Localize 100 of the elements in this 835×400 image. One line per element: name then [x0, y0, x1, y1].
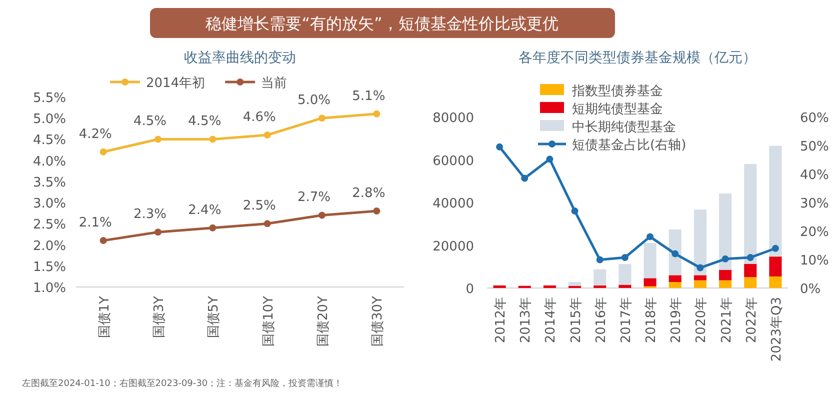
- bar: [618, 284, 632, 288]
- point: [209, 136, 216, 143]
- y-tick-label: 0: [466, 282, 474, 297]
- point: [318, 114, 326, 122]
- y2-tick-label: 30%: [800, 196, 829, 212]
- x-tick-label: 国债20Y: [316, 296, 331, 346]
- bar: [694, 280, 706, 288]
- x-tick-label: 国债10Y: [261, 296, 276, 346]
- data-label: 4.6%: [242, 110, 276, 125]
- x-tick-label: 2022年: [744, 297, 760, 344]
- y-tick-label: 4.0%: [32, 154, 66, 170]
- text: 左图截至2024-01-10；右图截至2023-09-30；注：基金有风险，投资需谨慎！: [22, 378, 343, 389]
- bar: [493, 285, 506, 288]
- point: [154, 228, 162, 236]
- x-tick-label: 2013年: [518, 297, 534, 344]
- y-tick-label: 4.5%: [32, 133, 66, 148]
- bar: [618, 264, 632, 285]
- data-label: 2.1%: [78, 216, 112, 231]
- x-tick-label: 2023年Q3: [769, 297, 784, 362]
- bar: [543, 285, 556, 288]
- point: [621, 254, 628, 262]
- x-tick-label: 2016年: [594, 297, 609, 344]
- point: [571, 208, 578, 215]
- x-tick-label: 国债1Y: [97, 296, 112, 338]
- bar: [744, 277, 757, 288]
- data-label: 2.8%: [352, 186, 386, 201]
- x-tick-label: 2020年: [694, 297, 710, 344]
- y-tick-label: 80000: [432, 111, 474, 126]
- legend-label: 短债基金占比(右轴): [572, 138, 686, 153]
- point: [264, 220, 271, 228]
- x-tick-label: 国债3Y: [152, 296, 167, 338]
- chart-title: 各年度不同类型债券基金规模（亿元）: [518, 50, 756, 66]
- x-tick-label: 2012年: [494, 297, 509, 344]
- bar: [594, 269, 606, 286]
- legend-label: 指数型债券基金: [571, 84, 663, 99]
- point: [373, 208, 380, 214]
- y2-tick-label: 50%: [800, 140, 829, 154]
- y-tick-label: 40000: [432, 196, 474, 212]
- point: [672, 250, 679, 258]
- point: [722, 255, 729, 262]
- x-tick-label: 国债5Y: [206, 296, 222, 338]
- y-tick-label: 3.5%: [32, 175, 66, 190]
- y2-tick-label: 60%: [800, 111, 829, 126]
- data-label: 5.1%: [352, 88, 386, 104]
- x-tick-label: 2019年: [669, 297, 684, 344]
- y-tick-label: 60000: [432, 154, 474, 169]
- y2-tick-label: 10%: [800, 254, 829, 268]
- data-label: 2.3%: [133, 207, 167, 222]
- point: [772, 244, 779, 252]
- point: [100, 148, 107, 156]
- y2-tick-label: 0%: [800, 282, 821, 297]
- bar: [769, 146, 782, 257]
- bar: [668, 275, 682, 282]
- bar: [769, 276, 782, 288]
- point: [373, 110, 380, 118]
- bar: [668, 282, 682, 288]
- legend-label: 中长期纯债型基金: [572, 120, 676, 135]
- legend-label: 2014年初: [146, 76, 206, 91]
- point: [546, 156, 554, 163]
- y-tick-label: 1.0%: [32, 281, 66, 296]
- point: [318, 212, 326, 219]
- x-tick-label: 2017年: [618, 297, 634, 344]
- legend-label: 短期纯债型基金: [572, 102, 663, 117]
- bar: [568, 282, 582, 286]
- y2-tick-label: 20%: [800, 225, 829, 240]
- x-tick-label: 2014年: [544, 297, 559, 344]
- y-tick-label: 5.0%: [32, 112, 66, 128]
- bar: [644, 278, 656, 286]
- x-tick-label: 2015年: [568, 297, 584, 344]
- x-tick-label: 2021年: [719, 297, 734, 344]
- y2-tick-label: 40%: [800, 168, 829, 183]
- point: [100, 237, 107, 244]
- bar: [744, 264, 757, 278]
- y-tick-label: 20000: [432, 239, 474, 254]
- data-label: 2.5%: [242, 198, 276, 214]
- bar: [719, 194, 732, 270]
- point: [521, 174, 528, 182]
- data-label: 4.5%: [188, 114, 222, 130]
- chart-title: 稳健增长需要“有的放矢”，短债基金性价比或更优: [206, 14, 558, 33]
- y-tick-label: 2.0%: [32, 238, 66, 254]
- data-label: 4.2%: [78, 126, 112, 142]
- bar: [719, 280, 732, 288]
- chart-subtitle: 收益率曲线的变动: [184, 50, 296, 66]
- y-tick-label: 1.5%: [32, 260, 66, 275]
- point: [264, 132, 271, 138]
- bar: [644, 243, 656, 278]
- data-label: 2.7%: [297, 190, 331, 206]
- x-tick-label: 2018年: [644, 297, 660, 344]
- bar: [744, 164, 757, 264]
- point: [746, 254, 754, 262]
- bar: [769, 256, 782, 276]
- bar: [594, 285, 606, 288]
- legend-label: 当前: [261, 76, 288, 91]
- x-tick-label: 国债30Y: [370, 296, 386, 346]
- point: [696, 264, 704, 272]
- point: [496, 143, 504, 150]
- y-tick-label: 2.5%: [32, 218, 66, 233]
- point: [646, 233, 654, 240]
- y-tick-label: 5.5%: [32, 91, 66, 106]
- bar: [719, 270, 732, 280]
